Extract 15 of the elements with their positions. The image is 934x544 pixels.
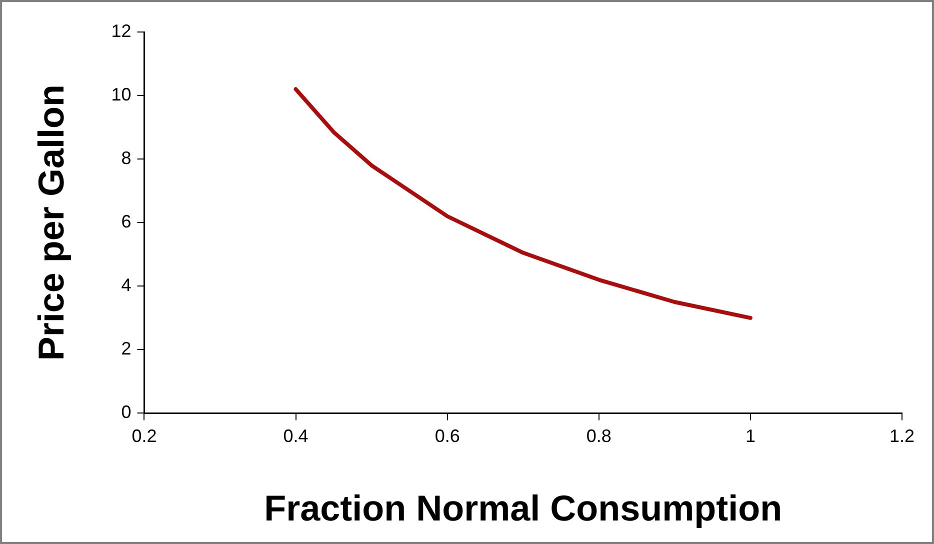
x-tick-label: 0.4 bbox=[283, 426, 308, 446]
x-tick-label: 1.2 bbox=[889, 426, 915, 446]
y-tick-label: 8 bbox=[121, 148, 132, 168]
y-tick-label: 10 bbox=[111, 84, 132, 104]
y-tick-label: 4 bbox=[121, 275, 132, 296]
y-tick-label: 6 bbox=[121, 212, 132, 232]
x-tick-label: 0.2 bbox=[132, 426, 157, 446]
y-tick-label: 12 bbox=[111, 20, 132, 41]
y-tick-label: 0 bbox=[121, 402, 132, 422]
x-tick-label: 1 bbox=[745, 426, 756, 446]
x-axis-title: Fraction Normal Consumption bbox=[264, 487, 782, 528]
y-tick-label: 2 bbox=[121, 338, 132, 359]
y-axis-title: Price per Gallon bbox=[30, 84, 72, 361]
x-tick-label: 0.8 bbox=[586, 426, 612, 446]
x-tick-label: 0.6 bbox=[434, 426, 460, 446]
